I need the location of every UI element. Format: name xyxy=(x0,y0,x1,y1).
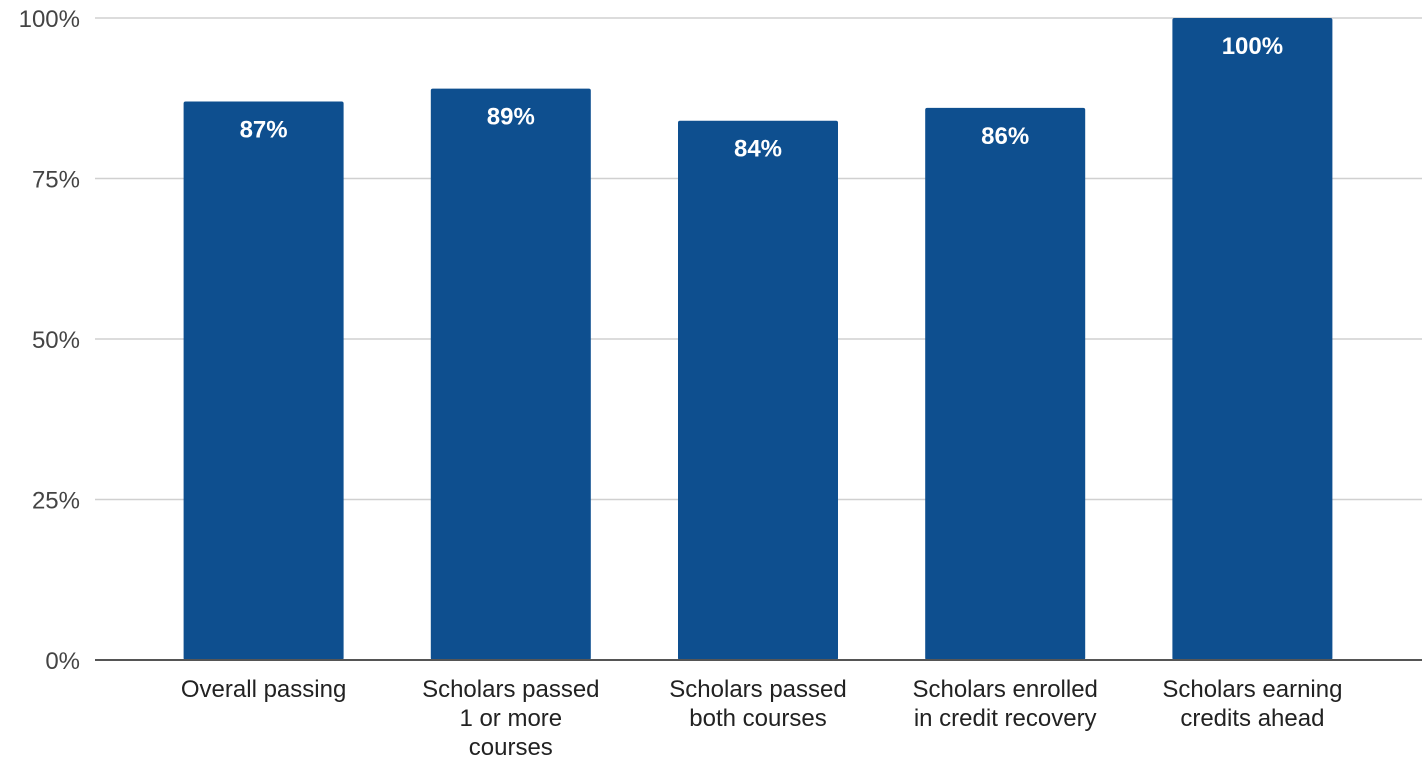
category-label: Scholars passed 1 or more courses xyxy=(422,676,599,761)
category-label: Scholars passed both courses xyxy=(669,676,846,732)
data-label: 86% xyxy=(981,123,1029,150)
category-label: Scholars earning credits ahead xyxy=(1162,676,1342,732)
data-label: 89% xyxy=(487,104,535,131)
y-axis: 0% 25% 50% 75% 100% xyxy=(19,6,80,675)
data-label: 84% xyxy=(734,136,782,163)
bar xyxy=(925,107,1086,660)
bar xyxy=(678,120,838,661)
data-label: 87% xyxy=(240,116,288,143)
bar xyxy=(430,88,591,661)
y-tick-label: 100% xyxy=(19,6,80,33)
bar xyxy=(183,101,344,660)
category-label: Scholars enrolled in credit recovery xyxy=(912,676,1097,732)
x-axis: Overall passing Scholars passed 1 or more c… xyxy=(95,659,1422,761)
category-label: Overall passing xyxy=(181,676,346,703)
y-tick-label: 50% xyxy=(32,327,80,354)
bars: 87% 89% 84% 86% 100% xyxy=(183,18,1333,661)
bar xyxy=(1172,18,1333,660)
y-tick-label: 75% xyxy=(32,167,80,194)
y-tick-label: 25% xyxy=(32,488,80,515)
data-label: 100% xyxy=(1222,33,1283,60)
y-tick-label: 0% xyxy=(45,648,80,675)
